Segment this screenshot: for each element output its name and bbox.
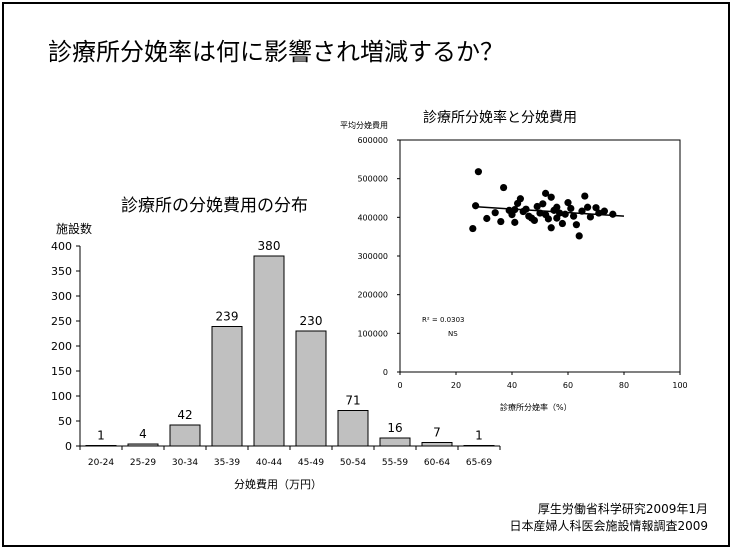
histogram-bar [85,445,117,447]
slide-title: 診療所分娩率は何に影響され増減するか？ [48,38,504,66]
scatter-y-tick-label: 500000 [357,175,388,184]
histogram-value-label: 42 [177,408,192,422]
scatter-point [592,204,600,212]
scatter-plot-area [399,139,681,373]
histogram-value-label: 71 [345,394,360,408]
histogram-y-tick-label: 350 [51,265,72,278]
scatter-point [547,224,555,232]
scatter-point [539,200,547,208]
scatter-point [497,217,505,226]
histogram-bar [169,424,201,447]
histogram-x-label: 分娩費用（万円） [234,477,322,491]
histogram-value-label: 7 [433,426,441,440]
histogram-value-label: 380 [258,239,281,253]
scatter-point [581,192,589,200]
histogram-value-label: 230 [300,314,323,328]
histogram-x-tick-label: 30-34 [172,458,198,468]
histogram-bar [211,326,243,447]
scatter-title: 診療所分娩率と分娩費用 [423,109,577,126]
scatter-point [491,209,499,217]
scatter-y-tick-label: 0 [383,368,388,377]
scatter-trendline [472,205,625,217]
scatter-point [553,203,561,211]
scatter-point [544,215,553,223]
histogram-x-tick-label: 55-59 [382,458,408,468]
histogram-value-label: 4 [139,427,147,441]
histogram-bar [463,445,495,447]
scatter-point [474,168,482,176]
scatter-x-tick-label: 60 [563,381,573,390]
scatter-point [530,216,539,225]
scatter-point [547,193,555,201]
scatter-point [564,199,572,207]
histogram-chart: 診療所の分娩費用の分布 施設数 分娩費用（万円） 050100150200250… [51,196,501,491]
histogram-y-tick-label: 300 [51,290,72,303]
scatter-point [584,203,592,211]
scatter-y-label: 平均分娩費用 [340,120,388,130]
histogram-y-tick-label: 200 [51,340,72,353]
scatter-chart: 診療所分娩率と分娩費用 平均分娩費用 診療所分娩率（%） R² = 0.0303… [340,109,688,412]
scatter-y-tick-label: 100000 [357,329,388,338]
histogram-x-tick-label: 45-49 [298,458,324,468]
histogram-title: 診療所の分娩費用の分布 [121,196,308,216]
source-line-2: 日本産婦人科医会施設情報調査2009 [509,518,708,533]
scatter-x-label: 診療所分娩率（%） [500,402,572,412]
scatter-point [609,210,617,218]
source-line-1: 厚生労働省科学研究2009年1月 [538,501,708,516]
histogram-value-label: 16 [387,421,402,435]
scatter-x-tick-label: 0 [397,381,402,390]
scatter-point [558,219,567,228]
histogram-y-tick-label: 100 [51,390,72,403]
scatter-point [600,207,609,215]
histogram-y-tick-label: 0 [65,440,72,453]
histogram-bar [127,443,159,447]
histogram-value-label: 239 [216,310,239,324]
histogram-y-tick-label: 250 [51,315,72,328]
scatter-point [570,212,578,220]
histogram-x-tick-label: 65-69 [466,458,492,468]
scatter-point [483,214,491,223]
slide: 診療所分娩率は何に影響され増減するか？ 診療所の分娩費用の分布 施設数 分娩費用… [2,2,730,547]
scatter-point [472,202,480,210]
scatter-point [469,224,477,233]
histogram-y-tick-label: 150 [51,365,72,378]
scatter-point [500,183,508,192]
slide-canvas: 診療所分娩率は何に影響され増減するか？ 診療所の分娩費用の分布 施設数 分娩費用… [48,38,708,533]
scatter-x-tick-label: 40 [507,381,517,390]
scatter-point [567,204,575,213]
scatter-point [586,213,595,221]
histogram-x-tick-label: 60-64 [424,458,450,468]
scatter-y-tick-label: 600000 [357,136,388,145]
scatter-y-tick-label: 200000 [357,291,388,300]
histogram-bar [337,410,369,447]
histogram-bar [253,255,285,447]
histogram-x-tick-label: 20-24 [88,458,114,468]
histogram-bar [379,437,411,447]
scatter-point [572,221,581,229]
scatter-ns-annotation: NS [448,330,458,338]
histogram-x-tick-label: 50-54 [340,458,366,468]
histogram-value-label: 1 [475,429,483,443]
histogram-bar [295,330,327,447]
scatter-x-tick-label: 20 [451,381,461,390]
histogram-value-label: 1 [97,429,105,443]
histogram-bar [421,442,453,447]
scatter-point [575,232,583,240]
scatter-point [533,202,541,211]
histogram-x-tick-label: 40-44 [256,458,282,468]
histogram-y-tick-label: 400 [51,240,72,253]
scatter-point [511,218,519,226]
histogram-y-tick-label: 50 [58,415,72,428]
scatter-point [516,195,525,203]
histogram-x-tick-label: 35-39 [214,458,240,468]
scatter-x-tick-label: 80 [619,381,629,390]
scatter-y-tick-label: 400000 [357,213,388,222]
scatter-y-tick-label: 300000 [357,252,388,261]
histogram-x-tick-label: 25-29 [130,458,156,468]
scatter-r2-annotation: R² = 0.0303 [422,316,464,324]
scatter-point [542,189,550,197]
histogram-y-label: 施設数 [56,221,92,236]
scatter-x-tick-label: 100 [672,381,687,390]
